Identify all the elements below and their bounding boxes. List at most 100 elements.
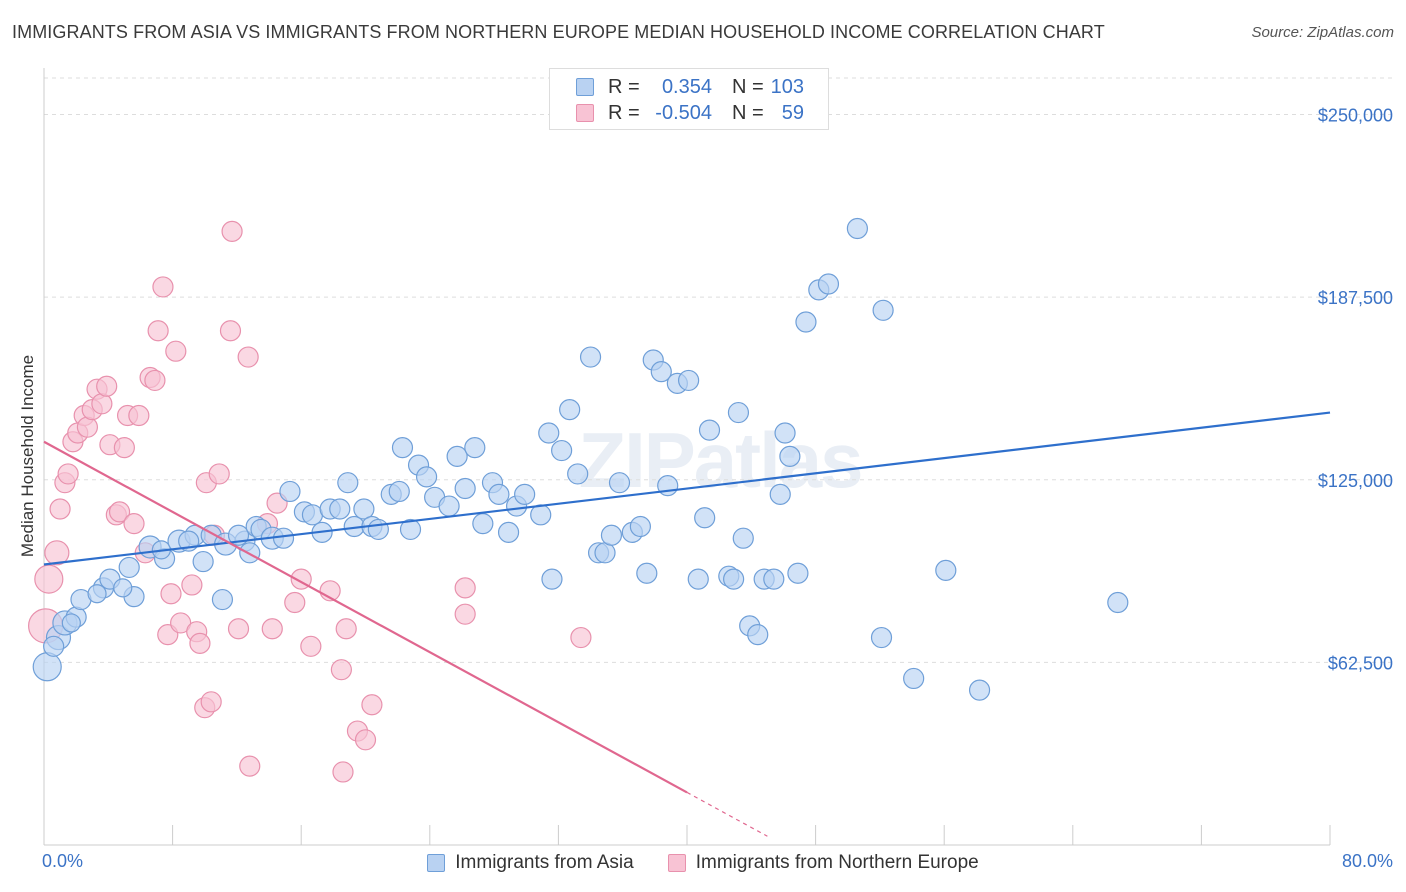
- northern-europe-point: [261, 618, 283, 640]
- northern-europe-point: [165, 340, 187, 362]
- asia-point: [694, 507, 716, 529]
- northern-europe-point: [208, 463, 230, 485]
- axes: [43, 68, 1331, 846]
- legend-row-northern-europe: R = -0.504 N = 59: [550, 100, 828, 126]
- northern-europe-point: [284, 591, 306, 614]
- legend-swatch-asia: [576, 78, 594, 96]
- series-legend-northern-europe[interactable]: Immigrants from Northern Europe: [667, 852, 979, 874]
- series-legend-label-northern-europe: Immigrants from Northern Europe: [695, 852, 979, 873]
- northern-europe-point: [147, 320, 169, 342]
- legend-n-value-northern-europe: 59: [781, 101, 804, 124]
- northern-europe-point: [200, 691, 222, 713]
- northern-europe-point: [330, 659, 352, 681]
- asia-point: [763, 568, 785, 590]
- northern-europe-point: [57, 463, 79, 485]
- northern-europe-point: [49, 498, 71, 520]
- asia-point: [687, 568, 709, 590]
- asia-point: [388, 480, 410, 503]
- legend-r-value-asia: 0.354: [661, 75, 712, 98]
- asia-point: [353, 498, 375, 520]
- asia-point: [727, 401, 750, 424]
- asia-point: [541, 568, 563, 590]
- asia-point: [329, 498, 351, 520]
- asia-point: [968, 679, 991, 701]
- asia-point: [438, 495, 460, 517]
- northern-europe-point: [152, 276, 174, 298]
- asia-point: [787, 562, 809, 584]
- asia-point: [32, 652, 62, 682]
- northern-europe-point: [219, 320, 242, 342]
- asia-point: [367, 518, 389, 541]
- northern-europe-point: [44, 540, 70, 566]
- asia-point: [559, 399, 581, 421]
- asia-point: [567, 463, 589, 485]
- northern-europe-point: [237, 346, 259, 368]
- northern-europe-point: [335, 618, 357, 640]
- asia-point: [43, 635, 65, 657]
- legend-r-value-northern-europe: -0.504: [655, 101, 712, 124]
- northern-europe-point: [570, 626, 592, 649]
- y-axis-label: Median Household Income: [18, 354, 37, 558]
- asia-point: [337, 472, 359, 494]
- series-swatch-northern-europe: [667, 854, 686, 872]
- northern-europe-point: [189, 632, 211, 654]
- asia-point: [118, 556, 140, 579]
- northern-europe-point: [144, 369, 166, 392]
- asia-point: [87, 584, 107, 604]
- asia-point: [538, 422, 560, 444]
- northern-europe-point: [76, 416, 99, 438]
- legend-r-label: R =: [608, 101, 640, 124]
- series-legend-asia[interactable]: Immigrants from Asia: [427, 852, 634, 874]
- northern-europe-point: [170, 612, 192, 634]
- asia-point: [903, 667, 925, 690]
- series-legend: Immigrants from Asia Immigrants from Nor…: [0, 852, 1406, 874]
- asia-point: [211, 588, 234, 611]
- northern-europe-point: [96, 375, 118, 397]
- northern-europe-trendline-extension: [686, 791, 768, 837]
- asia-point: [678, 369, 700, 392]
- series-legend-label-asia: Immigrants from Asia: [455, 852, 634, 873]
- legend-swatch-northern-europe: [576, 104, 594, 122]
- asia-point: [415, 466, 438, 488]
- northern-europe-point: [108, 501, 131, 523]
- asia-point: [769, 483, 791, 505]
- asia-point: [464, 437, 486, 459]
- series-northern-europe-points: [28, 220, 592, 783]
- northern-europe-point: [454, 603, 476, 625]
- asia-point: [454, 477, 476, 500]
- asia-point: [488, 483, 510, 505]
- asia-point: [774, 422, 796, 444]
- asia-point: [846, 217, 868, 240]
- y-tick-label: $187,500: [1318, 288, 1393, 308]
- correlation-legend: R = 0.354 N = 103 R = -0.504 N = 59: [549, 68, 829, 130]
- chart-title: IMMIGRANTS FROM ASIA VS IMMIGRANTS FROM …: [12, 22, 1105, 42]
- asia-point: [732, 527, 754, 549]
- asia-point: [399, 518, 422, 541]
- northern-europe-point: [113, 437, 135, 459]
- asia-point: [870, 626, 893, 649]
- y-tick-labels: $62,500 $125,000 $187,500 $250,000: [1318, 106, 1393, 674]
- y-tick-label: $250,000: [1318, 106, 1393, 126]
- asia-point: [301, 504, 324, 526]
- legend-n-label: N =: [732, 101, 764, 124]
- y-tick-label: $125,000: [1318, 471, 1393, 491]
- asia-point: [530, 504, 552, 526]
- legend-row-asia: R = 0.354 N = 103: [550, 74, 828, 100]
- northern-europe-point: [123, 512, 145, 535]
- y-tick-label: $62,500: [1328, 653, 1393, 673]
- asia-point: [61, 613, 81, 633]
- asia-point: [279, 480, 301, 503]
- asia-trendline: [43, 411, 1331, 566]
- northern-europe-point: [160, 583, 182, 605]
- asia-point: [608, 472, 631, 494]
- northern-europe-point: [361, 694, 383, 716]
- legend-r-label: R =: [608, 75, 640, 98]
- northern-europe-point: [128, 404, 150, 427]
- asia-point: [192, 550, 214, 573]
- asia-point: [650, 361, 672, 383]
- northern-europe-point: [227, 618, 250, 640]
- x-tick-min: 0.0%: [42, 851, 84, 871]
- asia-point: [497, 521, 520, 543]
- asia-point: [779, 445, 801, 467]
